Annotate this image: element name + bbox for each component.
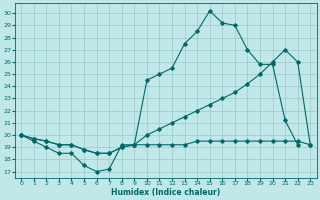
X-axis label: Humidex (Indice chaleur): Humidex (Indice chaleur) <box>111 188 220 197</box>
